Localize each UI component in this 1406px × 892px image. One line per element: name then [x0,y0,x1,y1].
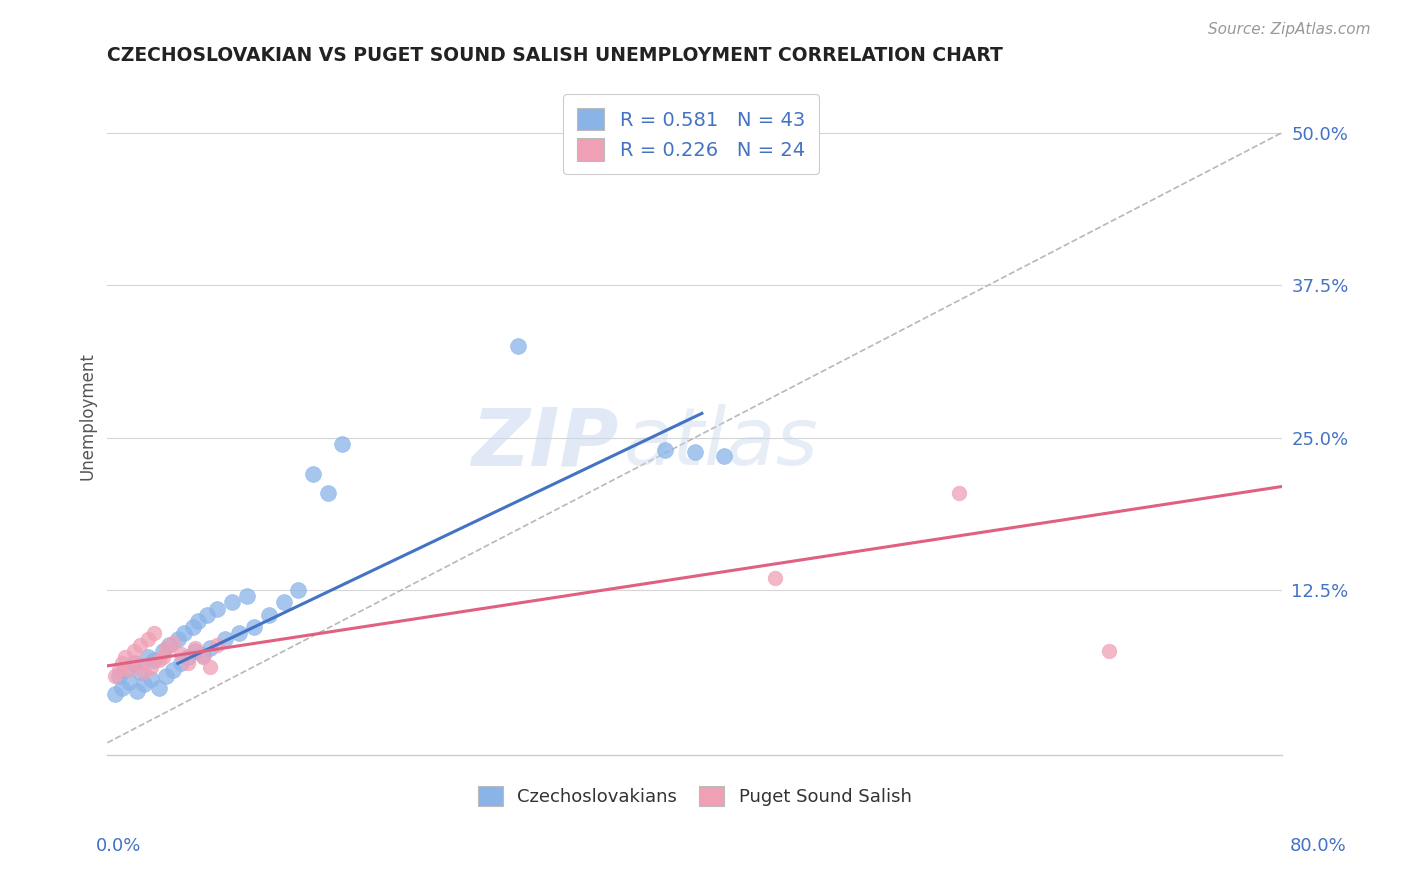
Point [170,647,193,661]
Point [138,650,160,665]
Point [654,442,676,457]
Point [177,657,200,671]
Point [138,632,160,646]
Point [763,571,786,585]
Point [141,673,163,687]
Point [228,626,250,640]
Point [207,601,229,615]
Legend: Czechoslovakians, Puget Sound Salish: Czechoslovakians, Puget Sound Salish [471,779,918,814]
Point [195,607,218,622]
Point [125,657,148,671]
Point [162,663,184,677]
Point [141,660,163,674]
Point [114,663,136,677]
Text: 0.0%: 0.0% [96,837,141,855]
Point [508,339,530,353]
Point [191,648,214,662]
Point [214,632,236,646]
Point [177,650,200,665]
Y-axis label: Unemployment: Unemployment [79,352,96,480]
Point [122,644,145,658]
Point [132,665,155,679]
Point [118,674,141,689]
Text: ZIP: ZIP [471,404,619,483]
Point [191,650,214,665]
Point [683,445,706,459]
Point [184,640,207,655]
Text: CZECHOSLOVAKIAN VS PUGET SOUND SALISH UNEMPLOYMENT CORRELATION CHART: CZECHOSLOVAKIAN VS PUGET SOUND SALISH UN… [107,46,1004,65]
Point [236,590,259,604]
Point [148,681,170,695]
Point [187,614,209,628]
Point [143,626,166,640]
Point [155,668,177,682]
Point [173,626,195,640]
Point [148,653,170,667]
Point [122,657,145,671]
Text: 80.0%: 80.0% [1291,837,1347,855]
Point [128,638,150,652]
Point [221,595,243,609]
Point [243,620,266,634]
Point [162,635,184,649]
Point [257,607,280,622]
Point [104,687,127,701]
Point [273,595,295,609]
Point [114,650,136,665]
Point [302,467,325,482]
Point [1097,644,1119,658]
Point [132,677,155,691]
Point [111,681,134,695]
Point [181,620,204,634]
Point [128,665,150,679]
Text: Source: ZipAtlas.com: Source: ZipAtlas.com [1208,22,1371,37]
Point [143,653,166,667]
Point [184,644,207,658]
Point [330,437,353,451]
Point [152,644,174,658]
Point [948,485,970,500]
Point [108,663,131,677]
Point [111,657,134,671]
Point [713,449,735,463]
Point [152,650,174,665]
Point [104,668,127,682]
Point [207,638,229,652]
Point [198,660,221,674]
Text: atlas: atlas [624,404,818,483]
Point [118,663,141,677]
Point [166,632,188,646]
Point [316,485,339,500]
Point [287,583,309,598]
Point [108,668,131,682]
Point [155,640,177,655]
Point [125,684,148,698]
Point [157,638,180,652]
Point [198,640,221,655]
Point [170,657,193,671]
